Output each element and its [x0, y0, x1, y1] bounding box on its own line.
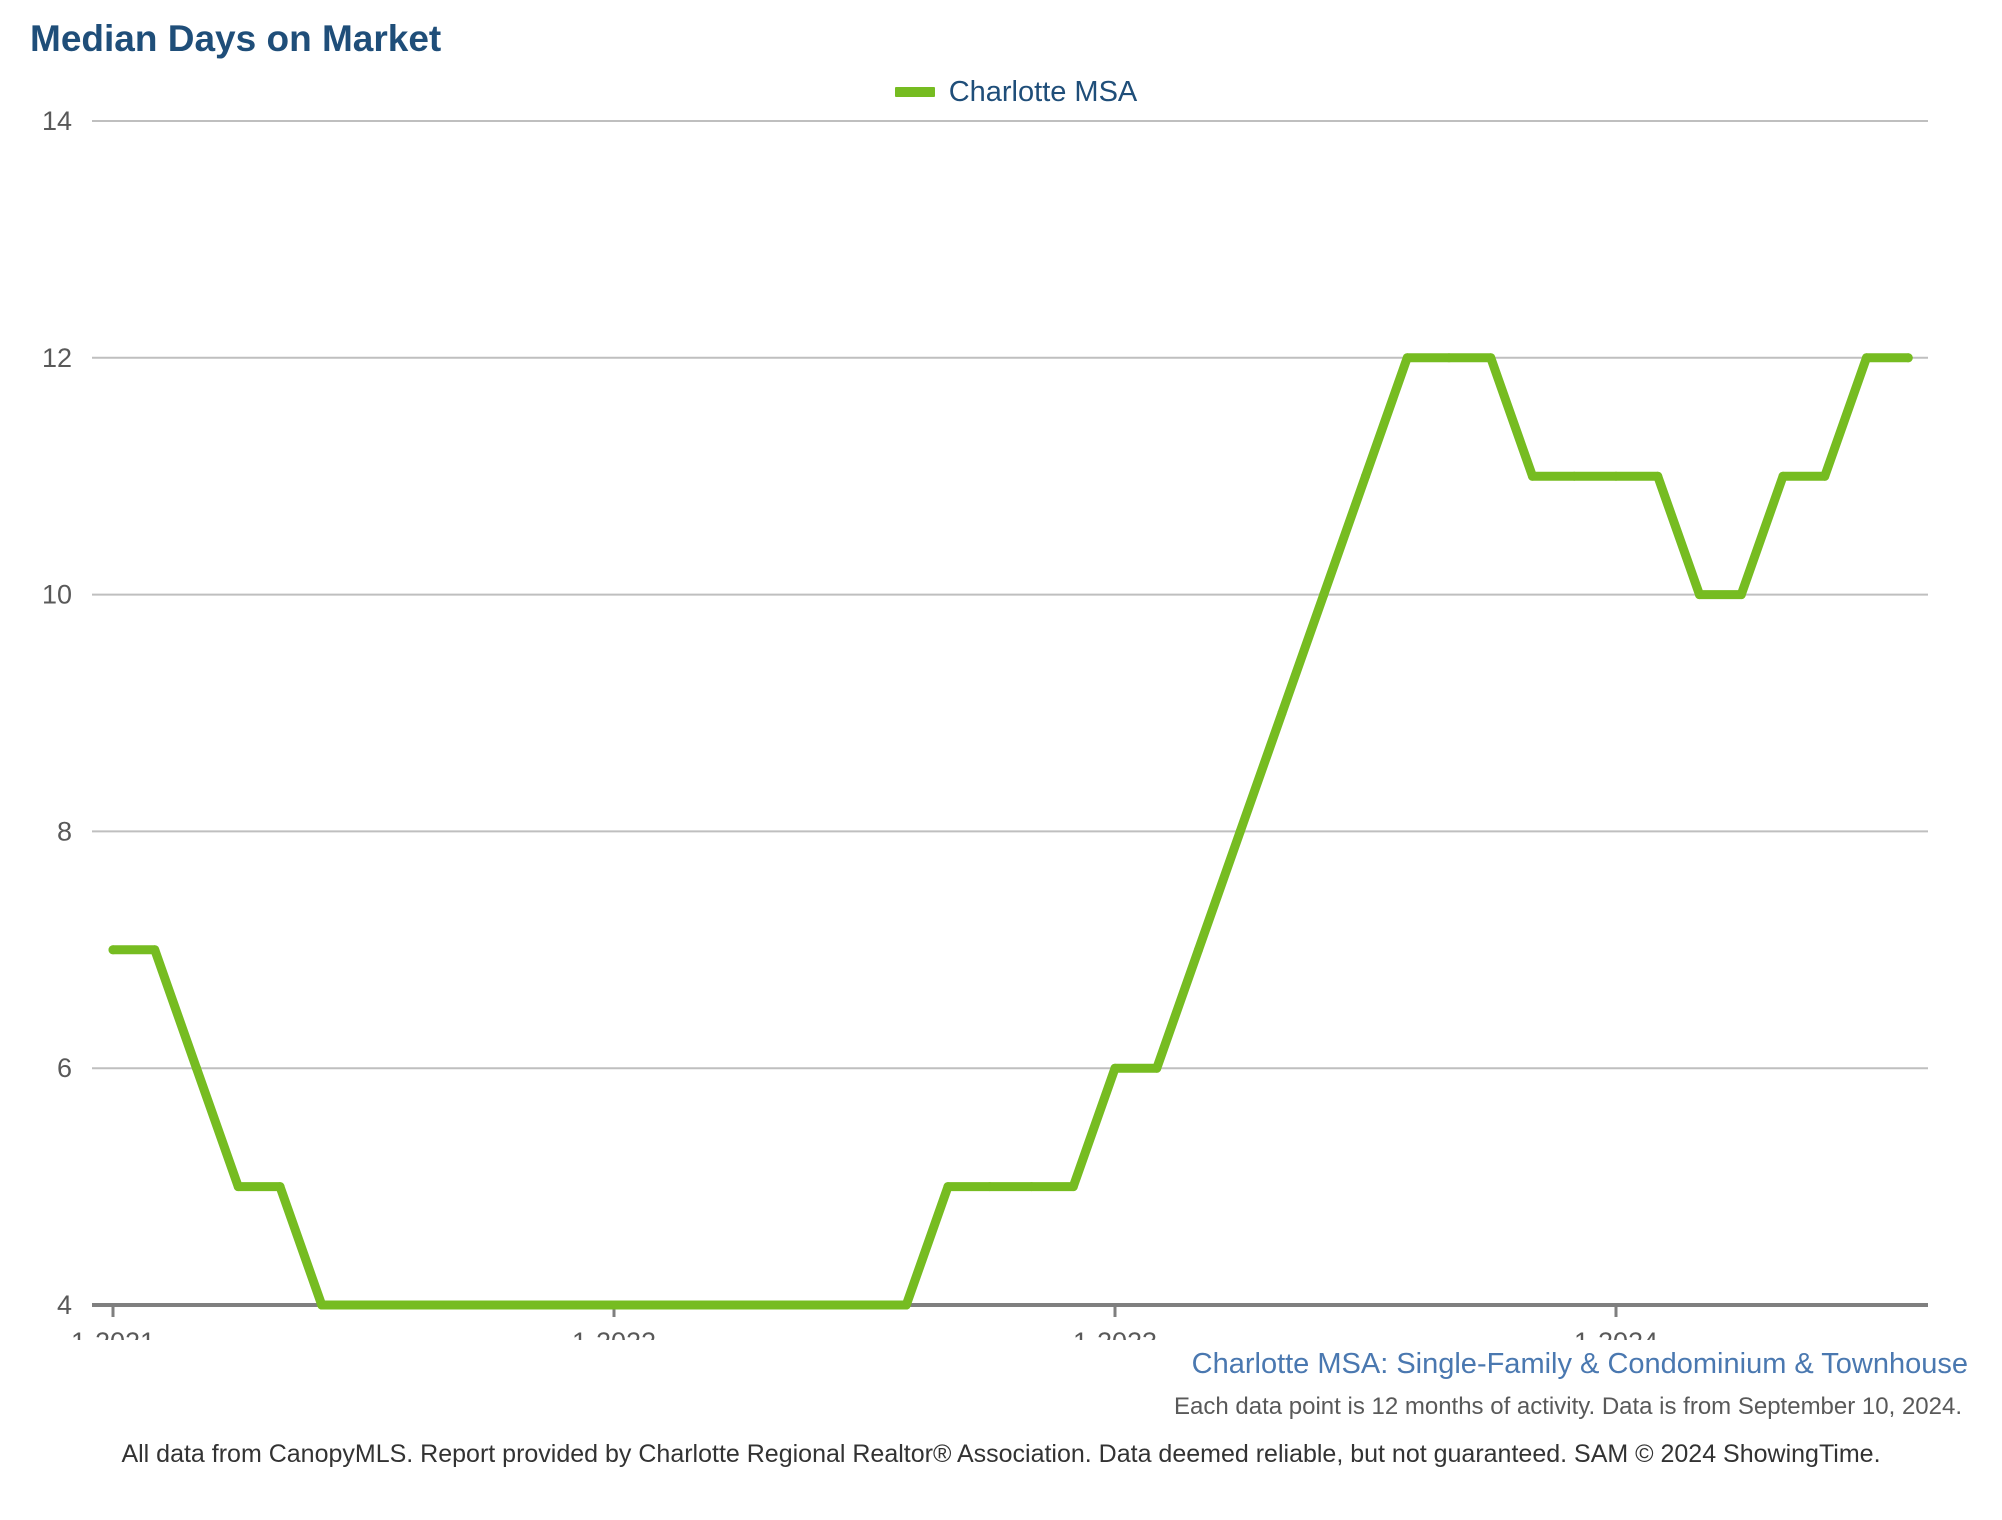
- data-point: [1862, 353, 1871, 363]
- data-point: [1027, 1182, 1036, 1192]
- chart-title: Median Days on Market: [30, 18, 442, 59]
- data-point: [818, 1300, 828, 1310]
- data-point: [1068, 1182, 1078, 1192]
- data-point: [359, 1300, 368, 1310]
- disclaimer: All data from CanopyMLS. Report provided…: [121, 1440, 1881, 1468]
- y-tick-label: 10: [42, 580, 72, 610]
- data-point: [484, 1300, 494, 1310]
- data-point: [734, 1300, 744, 1310]
- data-point: [943, 1182, 953, 1192]
- legend-label: Charlotte MSA: [948, 75, 1138, 108]
- data-point: [442, 1300, 452, 1310]
- data-point: [1486, 353, 1496, 363]
- legend-swatch: [894, 87, 935, 97]
- y-tick-label: 4: [57, 1290, 72, 1320]
- x-axis-labels: 1-2021 1-2022 1-2023 1-2024: [71, 1327, 1658, 1340]
- data-point: [567, 1300, 577, 1310]
- y-axis-labels: 4 6 8 10 12 14: [42, 106, 72, 1320]
- x-tick-label: 1-2021: [71, 1327, 155, 1340]
- x-tick-label: 1-2022: [572, 1327, 656, 1340]
- data-point: [1569, 471, 1579, 481]
- y-tick-label: 14: [42, 106, 72, 136]
- data-point: [233, 1182, 243, 1192]
- data-point: [651, 1300, 661, 1310]
- data-footnote: Each data point is 12 months of activity…: [1174, 1393, 1962, 1420]
- data-point: [1319, 590, 1329, 600]
- data-point: [108, 945, 118, 955]
- series-layer: [108, 353, 1913, 1310]
- data-point: [1444, 353, 1454, 363]
- y-tick-label: 12: [42, 343, 72, 373]
- data-point: [1611, 471, 1621, 481]
- chart-subtitle: Charlotte MSA: Single-Family & Condomini…: [1191, 1348, 1968, 1380]
- data-point: [609, 1300, 619, 1310]
- data-point: [1361, 471, 1370, 481]
- line-chart: 4 6 8 10 12 14 1-2021 1-2022 1-2023 1-2024: [42, 106, 1928, 1340]
- data-point: [1235, 826, 1245, 836]
- data-point: [860, 1300, 869, 1310]
- data-point: [1152, 1063, 1162, 1073]
- data-point: [192, 1063, 201, 1073]
- data-point: [526, 1300, 535, 1310]
- y-tick-label: 6: [57, 1053, 72, 1083]
- data-point: [1820, 471, 1830, 481]
- data-point: [1277, 708, 1287, 718]
- data-point: [1778, 471, 1788, 481]
- data-point: [1402, 353, 1412, 363]
- data-point: [1736, 590, 1746, 600]
- data-point: [275, 1182, 285, 1192]
- data-point: [400, 1300, 410, 1310]
- x-tick-label: 1-2023: [1073, 1327, 1157, 1340]
- data-point: [1110, 1063, 1120, 1073]
- data-point: [1194, 945, 1203, 955]
- data-point: [150, 945, 160, 955]
- data-point: [901, 1300, 911, 1310]
- data-point: [693, 1300, 702, 1310]
- data-point: [317, 1300, 327, 1310]
- series-line-0: [108, 353, 1913, 1310]
- grid-lines: [92, 120, 1928, 1070]
- data-point: [1695, 590, 1704, 600]
- data-point: [1653, 471, 1663, 481]
- x-tick-label: 1-2024: [1574, 1327, 1658, 1340]
- y-tick-label: 8: [57, 816, 72, 846]
- data-point: [1903, 353, 1913, 363]
- legend: Charlotte MSA: [0, 72, 2002, 112]
- data-point: [1528, 471, 1537, 481]
- data-point: [776, 1300, 786, 1310]
- data-point: [985, 1182, 995, 1192]
